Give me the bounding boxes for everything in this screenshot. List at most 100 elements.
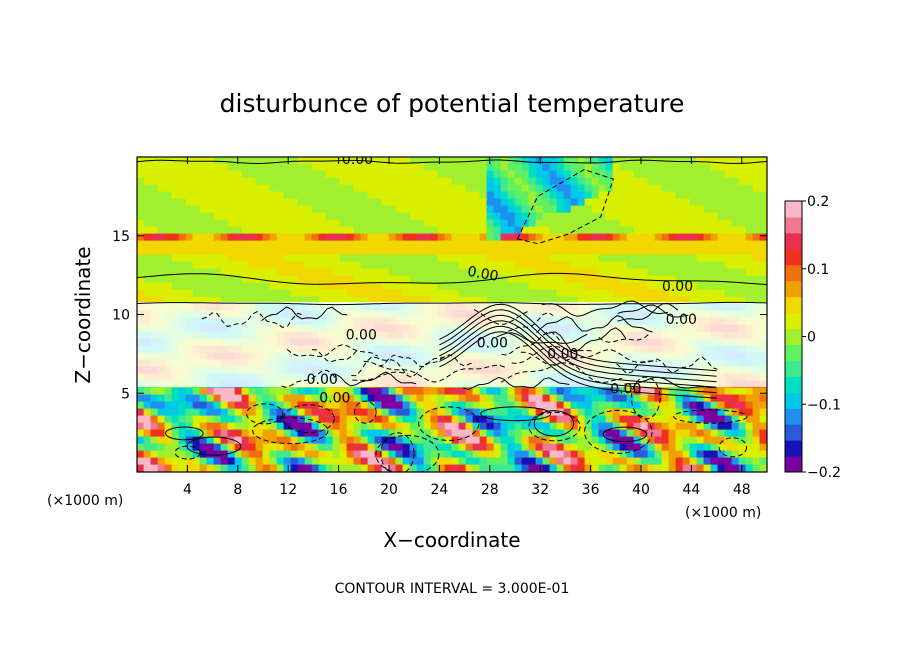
field-cell — [276, 268, 285, 277]
contour-line — [439, 314, 717, 383]
field-cell — [563, 282, 572, 291]
field-cell — [374, 422, 383, 431]
field-cell — [248, 387, 257, 396]
field-cell — [738, 198, 747, 207]
field-cell — [227, 394, 236, 403]
field-cell — [675, 464, 684, 472]
field-cell — [409, 275, 418, 284]
field-cell — [276, 415, 285, 424]
field-cell — [206, 268, 215, 277]
field-cell — [430, 450, 439, 459]
field-cell — [416, 401, 425, 410]
field-cell — [598, 289, 607, 298]
field-cell — [759, 429, 767, 438]
field-cell — [528, 282, 537, 291]
field-cell — [745, 401, 754, 410]
field-cell — [353, 296, 362, 305]
field-cell — [276, 205, 285, 214]
field-cell — [360, 296, 369, 305]
field-cell — [752, 157, 761, 165]
x-tick-label: 20 — [380, 482, 398, 498]
field-cell — [703, 296, 712, 305]
field-cell — [164, 219, 173, 228]
field-cell — [640, 387, 649, 396]
field-cell — [374, 170, 383, 179]
field-cell — [360, 387, 369, 396]
field-cell — [528, 177, 537, 186]
field-cell — [577, 443, 586, 452]
field-cell — [724, 464, 733, 472]
field-cell — [598, 268, 607, 277]
field-cell — [409, 387, 418, 396]
field-cell — [598, 247, 607, 256]
field-cell — [703, 254, 712, 263]
field-cell — [262, 275, 271, 284]
field-cell — [717, 219, 726, 228]
field-cell — [346, 254, 355, 263]
field-cell — [262, 464, 271, 472]
field-cell — [661, 170, 670, 179]
field-cell — [521, 219, 530, 228]
field-cell — [486, 387, 495, 396]
field-cell — [430, 275, 439, 284]
colorbar-swatch — [785, 408, 802, 425]
field-cell — [353, 170, 362, 179]
field-cell — [724, 387, 733, 396]
field-cell — [206, 275, 215, 284]
field-cell — [668, 275, 677, 284]
field-cell — [619, 212, 628, 221]
field-cell — [626, 464, 635, 472]
field-cell — [507, 275, 516, 284]
field-cell — [185, 177, 194, 186]
field-cell — [255, 177, 264, 186]
field-cell — [325, 464, 334, 472]
field-cell — [752, 261, 761, 270]
field-cell — [633, 177, 642, 186]
field-cell — [710, 429, 719, 438]
field-cell — [507, 268, 516, 277]
field-cell — [164, 415, 173, 424]
field-cell — [717, 457, 726, 466]
field-cell — [549, 401, 558, 410]
field-cell — [220, 157, 229, 165]
field-cell — [696, 408, 705, 417]
field-cell — [661, 296, 670, 305]
field-cell — [318, 422, 327, 431]
field-cell — [178, 254, 187, 263]
field-cell — [521, 422, 530, 431]
field-cell — [381, 289, 390, 298]
field-cell — [360, 275, 369, 284]
field-cell — [570, 415, 579, 424]
field-cell — [367, 233, 376, 242]
field-cell — [297, 415, 306, 424]
field-cell — [654, 401, 663, 410]
field-cell — [584, 240, 593, 249]
field-cell — [493, 157, 502, 165]
field-cell — [374, 240, 383, 249]
field-cell — [738, 240, 747, 249]
field-cell — [549, 408, 558, 417]
field-cell — [738, 157, 747, 165]
field-cell — [437, 226, 446, 235]
field-cell — [213, 457, 222, 466]
field-cell — [577, 408, 586, 417]
field-cell — [164, 268, 173, 277]
field-cell — [556, 457, 565, 466]
field-cell — [185, 282, 194, 291]
field-cell — [262, 457, 271, 466]
field-cell — [402, 205, 411, 214]
field-cell — [171, 163, 180, 172]
field-cell — [689, 408, 698, 417]
field-cell — [605, 177, 614, 186]
field-cell — [556, 191, 565, 200]
field-cell — [332, 457, 341, 466]
field-cell — [227, 184, 236, 193]
field-cell — [661, 408, 670, 417]
field-cell — [297, 191, 306, 200]
field-cell — [311, 457, 320, 466]
field-cell — [465, 205, 474, 214]
field-cell — [500, 261, 509, 270]
field-cell — [570, 184, 579, 193]
field-cell — [248, 212, 257, 221]
field-cell — [619, 268, 628, 277]
